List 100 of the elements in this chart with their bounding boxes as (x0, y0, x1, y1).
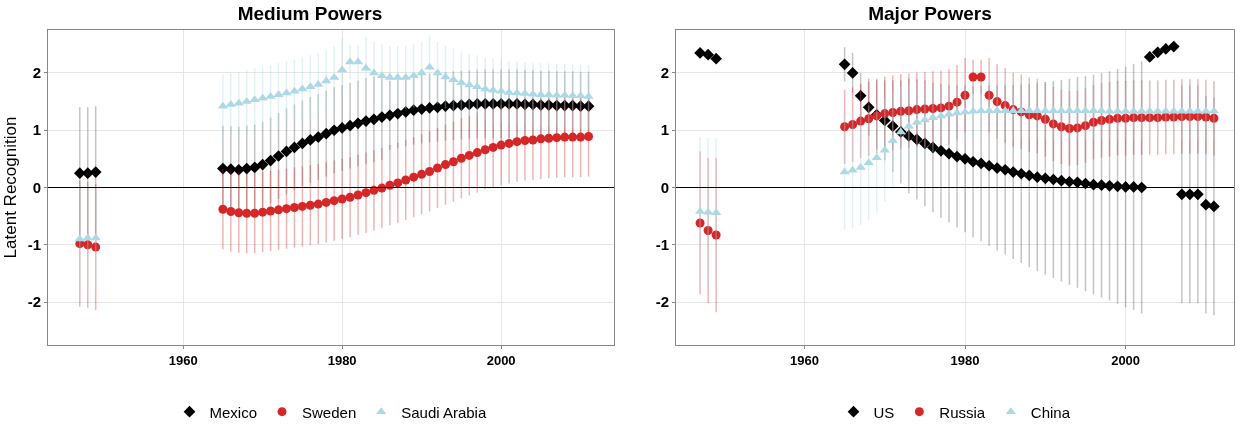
point (943, 147, 955, 160)
point (984, 90, 994, 100)
point (886, 120, 899, 133)
y-tick-label: 0 (660, 178, 669, 196)
point (951, 150, 963, 163)
point (408, 71, 419, 79)
point (1064, 124, 1074, 134)
point (975, 157, 987, 170)
point (560, 132, 570, 142)
point (999, 163, 1012, 176)
point (1136, 106, 1147, 114)
point (264, 154, 277, 167)
point (864, 114, 874, 124)
point (847, 165, 858, 173)
point (391, 107, 404, 120)
point (888, 107, 898, 117)
point (321, 197, 331, 207)
point (911, 133, 923, 146)
point (313, 199, 323, 209)
point (456, 153, 466, 163)
x-tick-label: 2000 (486, 352, 516, 368)
point (274, 205, 284, 215)
point (226, 207, 236, 217)
point (416, 68, 427, 76)
point (856, 116, 866, 126)
point (448, 157, 458, 167)
point (862, 101, 875, 114)
point (1159, 43, 1172, 55)
point (496, 140, 506, 150)
point (710, 52, 722, 65)
point (863, 158, 874, 166)
point (296, 137, 309, 150)
point (992, 97, 1002, 107)
point (1137, 113, 1147, 123)
point (848, 120, 858, 129)
point (694, 47, 706, 59)
point (838, 58, 851, 71)
point (480, 145, 490, 155)
point (1167, 40, 1180, 53)
point (1089, 117, 1098, 127)
point (249, 95, 260, 103)
y-axis-title: Latent Recognition (1, 116, 21, 259)
y-tick-label: -1 (27, 236, 41, 254)
point (433, 163, 443, 173)
point (1129, 113, 1139, 123)
point (552, 133, 562, 143)
point (528, 135, 538, 145)
point (902, 130, 915, 142)
point (1144, 106, 1155, 114)
point (1113, 113, 1123, 123)
point (846, 67, 859, 79)
point (266, 206, 276, 216)
point (575, 91, 586, 99)
x-tick-label: 2000 (1111, 352, 1141, 368)
point (695, 218, 705, 228)
point (568, 132, 578, 142)
point (393, 178, 403, 188)
point (1048, 119, 1058, 129)
point (281, 204, 291, 214)
point (959, 153, 971, 165)
point (250, 208, 260, 218)
point (711, 230, 721, 240)
point (337, 194, 347, 204)
point (464, 150, 474, 160)
x-tick-label: 1980 (327, 352, 357, 368)
point (329, 196, 339, 206)
point (928, 103, 938, 113)
point (432, 68, 443, 76)
point (520, 136, 530, 146)
point (983, 159, 995, 172)
point (1128, 106, 1139, 114)
point (703, 225, 713, 235)
y-tick-label: 1 (660, 121, 669, 139)
point (968, 72, 978, 82)
point (567, 91, 578, 99)
point (559, 90, 570, 98)
y-tick-label: -2 (27, 293, 41, 311)
point (880, 109, 890, 119)
point (440, 72, 451, 80)
point (896, 106, 906, 116)
point (1209, 113, 1219, 123)
point (1145, 113, 1155, 123)
point (576, 132, 586, 142)
point (936, 103, 946, 113)
point (840, 122, 850, 132)
point (504, 138, 514, 148)
point (312, 131, 325, 143)
point (1143, 51, 1156, 63)
point (83, 240, 93, 250)
legend-label: Sweden (302, 403, 357, 421)
point (425, 166, 435, 176)
point (417, 169, 427, 179)
point (265, 91, 276, 99)
point (218, 204, 228, 214)
point (289, 203, 299, 213)
point (90, 233, 101, 241)
point (544, 133, 554, 143)
point (288, 141, 301, 154)
point (551, 90, 562, 98)
point (480, 84, 491, 92)
